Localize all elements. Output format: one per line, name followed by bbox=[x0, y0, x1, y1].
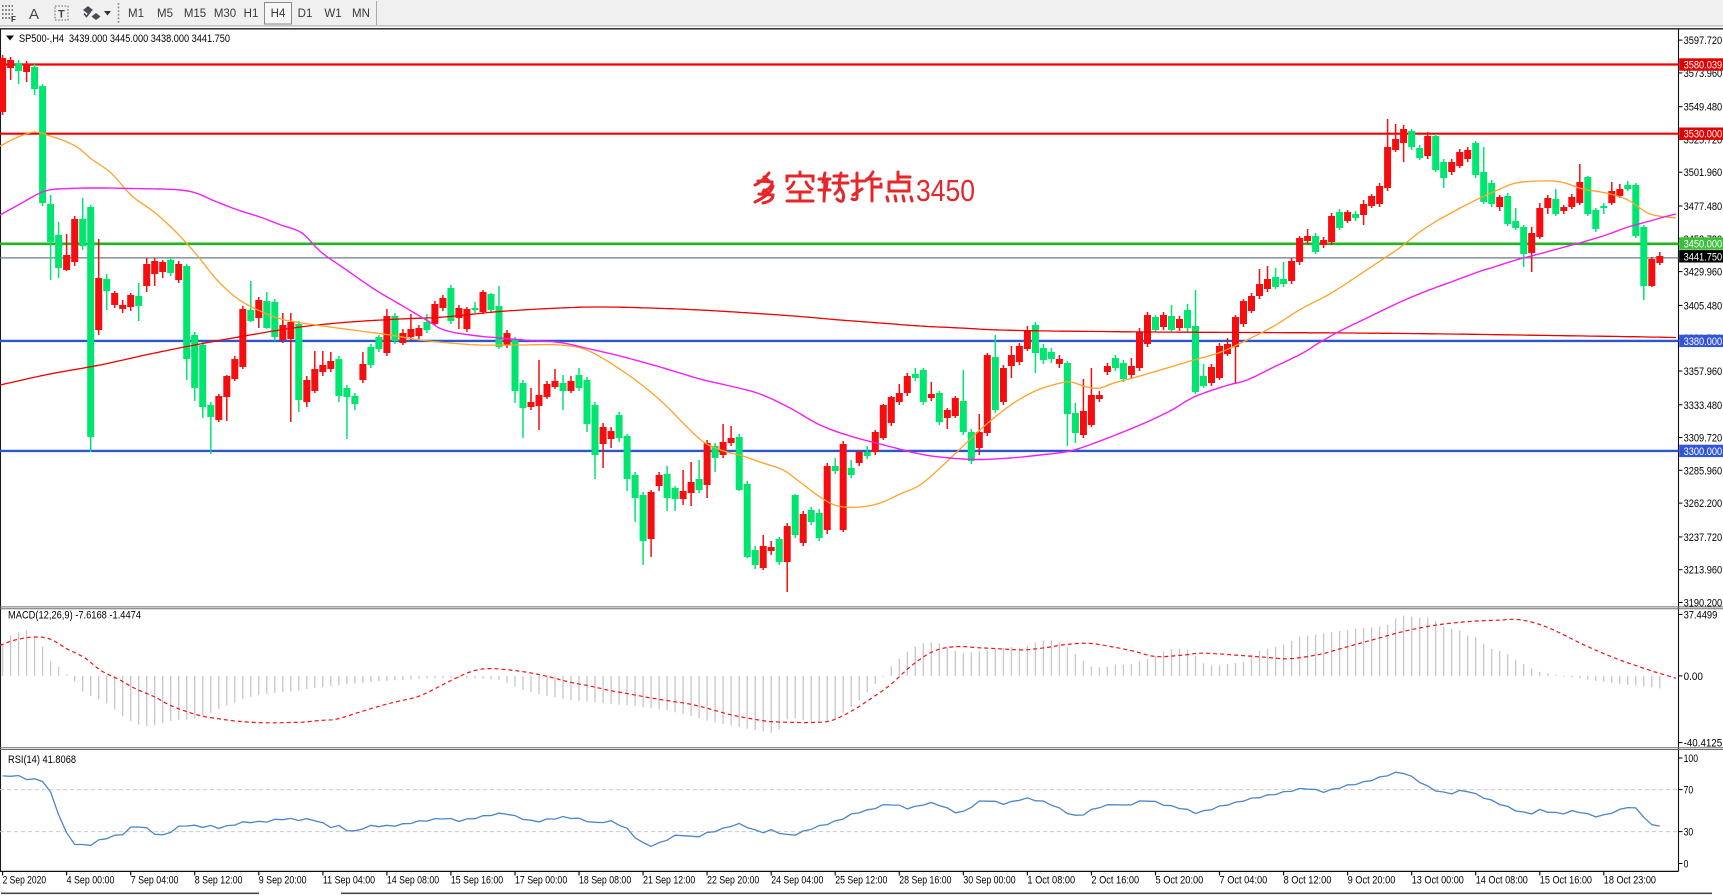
svg-text:MACD(12,26,9) -7.6168 -1.4474: MACD(12,26,9) -7.6168 -1.4474 bbox=[8, 610, 141, 622]
svg-text:3597.720: 3597.720 bbox=[1684, 35, 1723, 47]
svg-text:24 Sep 04:00: 24 Sep 04:00 bbox=[771, 875, 823, 887]
svg-text:A: A bbox=[29, 6, 39, 23]
svg-text:H1: H1 bbox=[244, 8, 259, 20]
svg-text:3450: 3450 bbox=[916, 173, 975, 208]
svg-text:17 Sep 00:00: 17 Sep 00:00 bbox=[515, 875, 567, 887]
svg-text:3262.200: 3262.200 bbox=[1684, 498, 1723, 510]
svg-text:8 Sep 12:00: 8 Sep 12:00 bbox=[195, 875, 243, 887]
svg-text:D1: D1 bbox=[298, 8, 313, 20]
svg-text:3501.960: 3501.960 bbox=[1684, 167, 1723, 179]
svg-text:15 Oct 16:00: 15 Oct 16:00 bbox=[1540, 875, 1592, 887]
svg-text:3380.000: 3380.000 bbox=[1684, 336, 1723, 348]
svg-text:9 Oct 20:00: 9 Oct 20:00 bbox=[1348, 875, 1396, 887]
svg-text:9 Sep 20:00: 9 Sep 20:00 bbox=[259, 875, 307, 887]
svg-text:3450.000: 3450.000 bbox=[1684, 239, 1723, 251]
svg-text:M1: M1 bbox=[128, 8, 144, 20]
svg-text:3573.960: 3573.960 bbox=[1684, 68, 1723, 80]
svg-text:8 Oct 12:00: 8 Oct 12:00 bbox=[1284, 875, 1332, 887]
svg-text:RSI(14) 41.8068: RSI(14) 41.8068 bbox=[8, 754, 76, 766]
svg-text:30: 30 bbox=[1684, 827, 1694, 839]
svg-text:T: T bbox=[58, 9, 65, 21]
svg-text:22 Sep 20:00: 22 Sep 20:00 bbox=[707, 875, 759, 887]
svg-text:14 Oct 08:00: 14 Oct 08:00 bbox=[1476, 875, 1528, 887]
svg-text:2 Oct 16:00: 2 Oct 16:00 bbox=[1091, 875, 1139, 887]
svg-text:37.4499: 37.4499 bbox=[1684, 610, 1718, 622]
svg-text:0.00: 0.00 bbox=[1684, 671, 1703, 683]
svg-text:3333.480: 3333.480 bbox=[1684, 400, 1723, 412]
svg-text:H4: H4 bbox=[271, 8, 286, 20]
svg-text:SP500-,H4 3439.000 3445.000 3: SP500-,H4 3439.000 3445.000 3438.000 344… bbox=[19, 33, 230, 45]
svg-text:25 Sep 12:00: 25 Sep 12:00 bbox=[835, 875, 887, 887]
svg-text:M30: M30 bbox=[214, 8, 236, 20]
svg-text:13 Oct 00:00: 13 Oct 00:00 bbox=[1412, 875, 1464, 887]
svg-text:14 Sep 08:00: 14 Sep 08:00 bbox=[387, 875, 439, 887]
svg-text:7 Sep 04:00: 7 Sep 04:00 bbox=[131, 875, 179, 887]
svg-text:3309.720: 3309.720 bbox=[1684, 433, 1723, 445]
svg-text:M5: M5 bbox=[157, 8, 173, 20]
svg-text:3441.750: 3441.750 bbox=[1684, 251, 1723, 263]
svg-text:3429.960: 3429.960 bbox=[1684, 267, 1723, 279]
svg-text:-40.4125: -40.4125 bbox=[1684, 738, 1723, 750]
svg-text:3357.960: 3357.960 bbox=[1684, 366, 1723, 378]
svg-text:28 Sep 16:00: 28 Sep 16:00 bbox=[899, 875, 951, 887]
svg-text:3237.720: 3237.720 bbox=[1684, 532, 1723, 544]
svg-text:3530.000: 3530.000 bbox=[1684, 129, 1723, 141]
svg-text:18 Sep 08:00: 18 Sep 08:00 bbox=[579, 875, 631, 887]
svg-text:3213.960: 3213.960 bbox=[1684, 565, 1723, 577]
svg-text:70: 70 bbox=[1684, 785, 1694, 797]
svg-text:3300.000: 3300.000 bbox=[1684, 446, 1723, 458]
svg-text:30 Sep 00:00: 30 Sep 00:00 bbox=[963, 875, 1015, 887]
svg-text:MN: MN bbox=[352, 8, 370, 20]
svg-text:3285.960: 3285.960 bbox=[1684, 465, 1723, 477]
svg-text:3190.200: 3190.200 bbox=[1684, 598, 1723, 610]
svg-text:2 Sep 2020: 2 Sep 2020 bbox=[3, 875, 47, 887]
svg-text:3549.480: 3549.480 bbox=[1684, 102, 1723, 114]
svg-text:15 Sep 16:00: 15 Sep 16:00 bbox=[451, 875, 503, 887]
svg-text:1 Oct 08:00: 1 Oct 08:00 bbox=[1027, 875, 1075, 887]
svg-text:18 Oct 23:00: 18 Oct 23:00 bbox=[1604, 875, 1656, 887]
svg-text:4 Sep 00:00: 4 Sep 00:00 bbox=[67, 875, 115, 887]
svg-text:0: 0 bbox=[1684, 859, 1689, 871]
svg-text:F: F bbox=[11, 15, 16, 24]
svg-text:7 Oct 04:00: 7 Oct 04:00 bbox=[1220, 875, 1268, 887]
svg-text:5 Oct 20:00: 5 Oct 20:00 bbox=[1156, 875, 1204, 887]
svg-text:3405.480: 3405.480 bbox=[1684, 300, 1723, 312]
svg-text:11 Sep 04:00: 11 Sep 04:00 bbox=[323, 875, 375, 887]
svg-text:W1: W1 bbox=[324, 8, 341, 20]
svg-text:100: 100 bbox=[1684, 753, 1699, 765]
svg-text:21 Sep 12:00: 21 Sep 12:00 bbox=[643, 875, 695, 887]
svg-text:3580.039: 3580.039 bbox=[1684, 60, 1723, 72]
svg-text:M15: M15 bbox=[184, 8, 206, 20]
svg-text:3477.480: 3477.480 bbox=[1684, 201, 1723, 213]
